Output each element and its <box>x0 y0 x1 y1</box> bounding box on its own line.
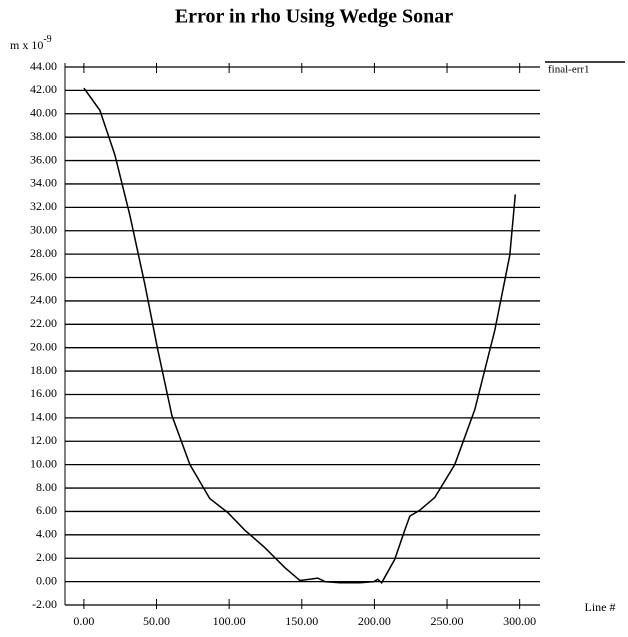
y-tick-label: 18.00 <box>30 363 57 377</box>
y-tick-label: 24.00 <box>30 293 57 307</box>
data-line <box>83 87 517 584</box>
y-tick-label: 38.00 <box>30 129 57 143</box>
y-tick-label: 26.00 <box>30 269 57 283</box>
x-tick-label: 100.00 <box>213 614 246 628</box>
y-tick-label: 6.00 <box>36 503 57 517</box>
y-tick-label: -2.00 <box>32 597 57 611</box>
y-tick-label: 40.00 <box>30 106 57 120</box>
y-tick-label: 12.00 <box>30 433 57 447</box>
y-tick-label: 30.00 <box>30 222 57 236</box>
y-tick-label: 20.00 <box>30 339 57 353</box>
y-tick-label: 44.00 <box>30 59 57 73</box>
x-tick-label: 150.00 <box>285 614 318 628</box>
x-axis-label: Line # <box>585 600 616 614</box>
chart-title: Error in rho Using Wedge Sonar <box>175 6 453 28</box>
y-axis-label: m x 10-9 <box>10 34 52 51</box>
y-tick-label: 2.00 <box>36 550 57 564</box>
y-tick-label: 32.00 <box>30 199 57 213</box>
y-tick-label: 36.00 <box>30 152 57 166</box>
y-label-base: m x 10 <box>10 38 43 52</box>
y-tick-label: 14.00 <box>30 410 57 424</box>
x-tick-label: 200.00 <box>358 614 391 628</box>
y-tick-label: 22.00 <box>30 316 57 330</box>
y-tick-label: 4.00 <box>36 527 57 541</box>
x-tick-label: 0.00 <box>73 614 94 628</box>
y-tick-label: 0.00 <box>36 573 57 587</box>
y-label-exponent: -9 <box>43 34 51 45</box>
y-tick-label: 42.00 <box>30 82 57 96</box>
x-tick-label: 250.00 <box>431 614 464 628</box>
y-tick-label: 10.00 <box>30 456 57 470</box>
y-tick-label: 8.00 <box>36 480 57 494</box>
y-tick-label: 28.00 <box>30 246 57 260</box>
y-tick-label: 16.00 <box>30 386 57 400</box>
legend-label: final-err1 <box>548 64 590 76</box>
x-tick-label: 300.00 <box>503 614 536 628</box>
x-tick-label: 50.00 <box>143 614 170 628</box>
y-tick-label: 34.00 <box>30 176 57 190</box>
